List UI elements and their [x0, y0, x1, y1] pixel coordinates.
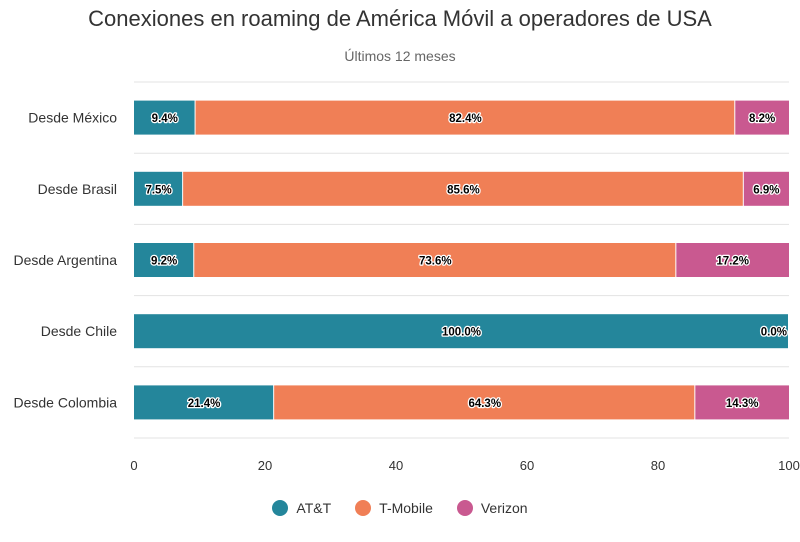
legend-label-tmobile: T-Mobile	[379, 500, 433, 516]
x-tick-label: 80	[651, 458, 665, 473]
x-tick-label: 100	[778, 458, 800, 473]
legend-item-att[interactable]: AT&T	[272, 500, 331, 516]
category-label: Desde Colombia	[14, 394, 118, 410]
bar-segment	[183, 171, 743, 206]
bar-segment	[676, 243, 789, 277]
data-label: 85.6%	[447, 184, 480, 196]
legend-swatch-att	[272, 500, 289, 516]
category-label: Desde Argentina	[13, 252, 117, 268]
x-tick-label: 40	[389, 458, 403, 473]
chart-title: Conexiones en roaming de América Móvil a…	[88, 6, 712, 31]
data-label: 21.4%	[188, 398, 221, 410]
bar-segment	[274, 385, 695, 420]
bar-segment	[735, 100, 789, 135]
data-label: 14.3%	[726, 398, 759, 410]
data-label: 6.9%	[753, 184, 779, 196]
category-label: Desde Brasil	[38, 181, 117, 197]
bar-segment	[134, 243, 194, 277]
chart-subtitle: Últimos 12 meses	[344, 48, 456, 64]
legend-label-att: AT&T	[296, 500, 332, 516]
data-label: 9.2%	[151, 256, 177, 268]
category-label: Desde México	[28, 110, 117, 126]
bar-segment	[195, 100, 735, 135]
data-label: 64.3%	[468, 398, 501, 410]
bar-segment	[695, 385, 789, 420]
bar-segment	[134, 100, 195, 135]
data-label: 17.2%	[716, 256, 749, 268]
legend-swatch-tmobile	[355, 500, 372, 516]
data-label: 9.4%	[152, 113, 178, 125]
bar-segment	[194, 243, 676, 277]
legend-label-verizon: Verizon	[480, 500, 528, 516]
legend-item-verizon[interactable]: Verizon	[456, 500, 528, 516]
bar-segment	[134, 314, 788, 349]
data-label: 0.0%	[761, 327, 787, 339]
x-tick-label: 20	[258, 458, 272, 473]
x-tick-label: 60	[520, 458, 534, 473]
bar-segment	[134, 385, 274, 420]
bar-segment	[743, 171, 789, 206]
data-label: 100.0%	[442, 327, 481, 339]
category-label: Desde Chile	[41, 323, 117, 339]
data-label: 73.6%	[419, 256, 452, 268]
x-tick-label: 0	[130, 458, 137, 473]
legend: AT&T T-Mobile Verizon	[0, 500, 800, 516]
data-label: 8.2%	[749, 113, 775, 125]
stacked-bar-chart: Desde México 9.4% 82.4% 8.2% Desde Brasil 7.5…	[13, 81, 800, 473]
bar-segment	[134, 171, 183, 206]
legend-swatch-verizon	[456, 500, 473, 516]
data-label: 82.4%	[449, 113, 482, 125]
legend-item-tmobile[interactable]: T-Mobile	[355, 500, 433, 516]
data-label: 7.5%	[145, 184, 171, 196]
